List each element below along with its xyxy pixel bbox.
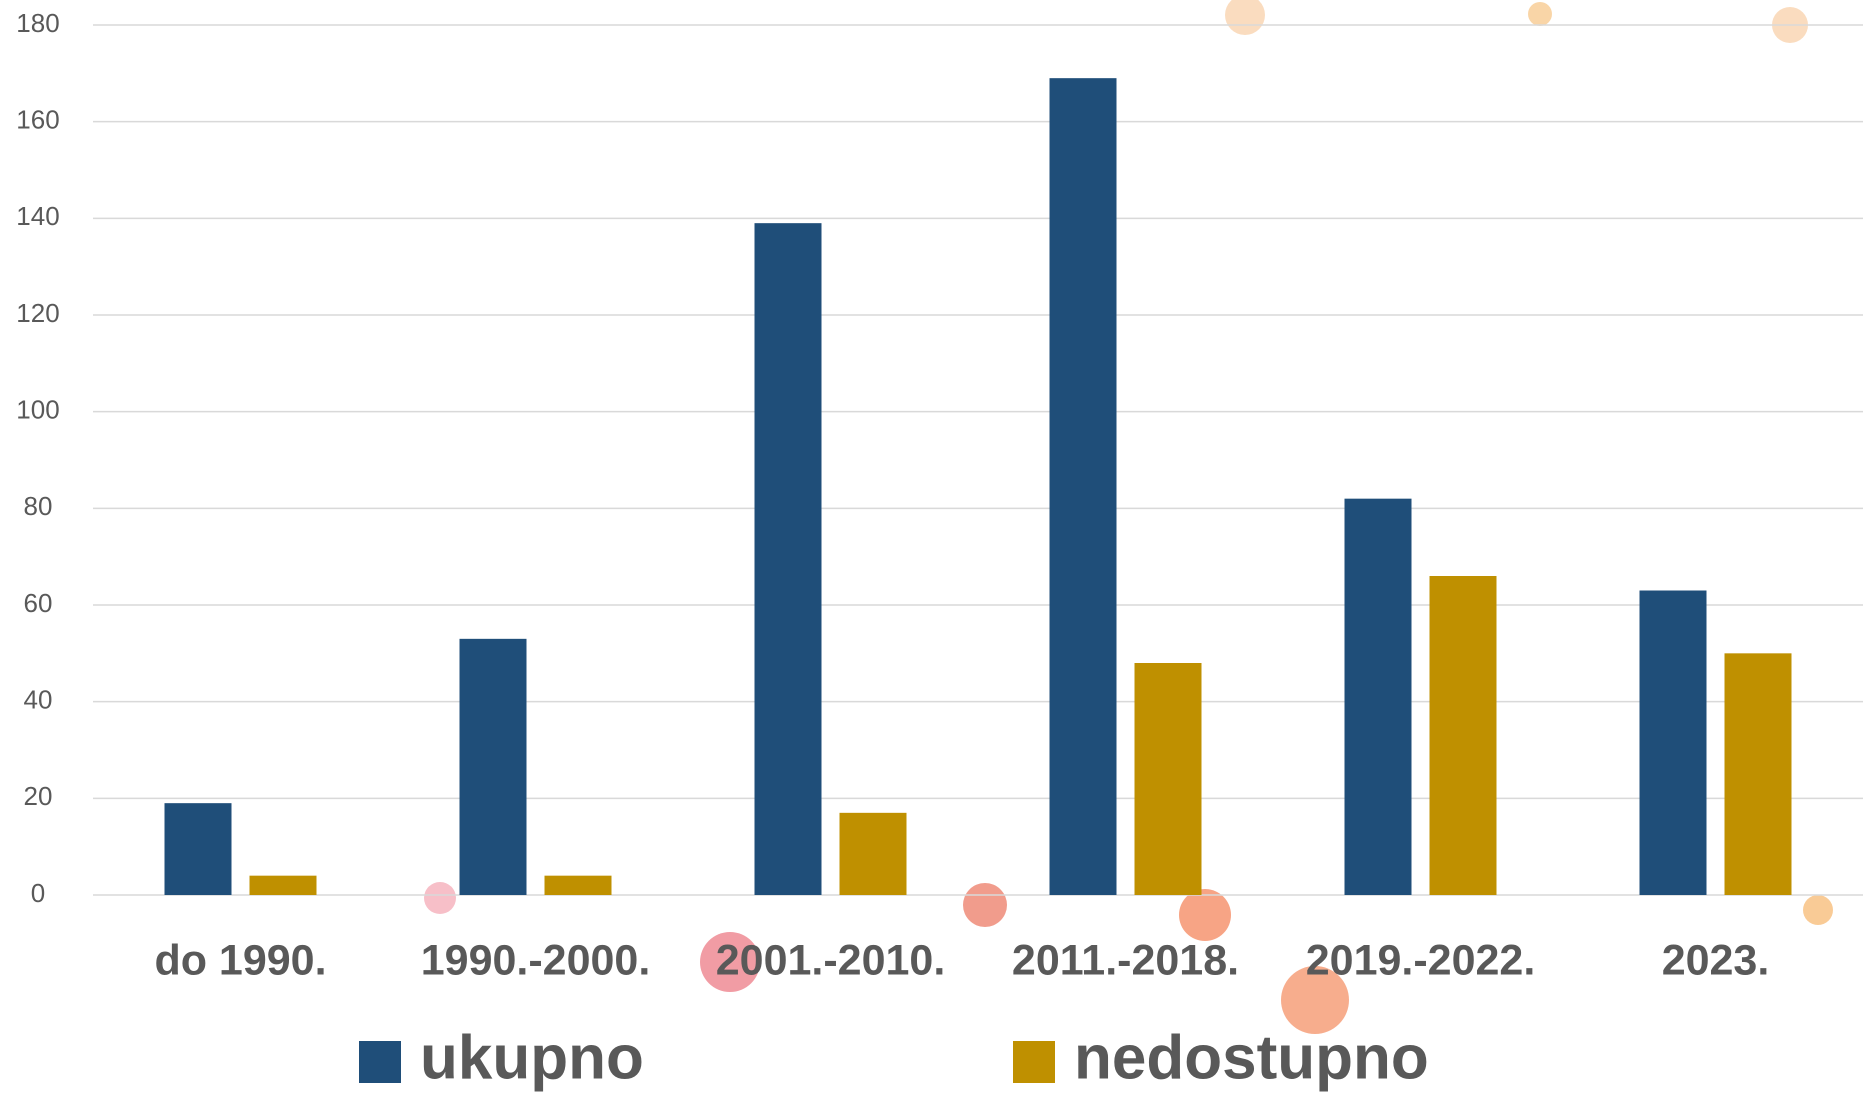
y-tick-label: 140	[16, 201, 59, 231]
legend-label: nedostupno	[1074, 1023, 1429, 1092]
legend-swatch	[1013, 1041, 1055, 1083]
x-tick-label: do 1990.	[154, 936, 326, 984]
bar	[544, 875, 612, 895]
y-tick-label: 180	[16, 8, 59, 38]
bar	[1344, 498, 1412, 895]
x-tick-label: 2011.-2018.	[1012, 936, 1239, 984]
bar	[754, 223, 822, 895]
bar	[839, 812, 907, 895]
y-tick-label: 160	[16, 105, 59, 135]
background-decoration	[424, 0, 1833, 1034]
y-tick-label: 120	[16, 298, 59, 328]
bar	[249, 875, 317, 895]
x-tick-label: 2001.-2010.	[716, 936, 946, 984]
bar	[459, 638, 527, 895]
y-tick-label: 40	[24, 685, 53, 715]
legend-swatch	[359, 1041, 401, 1083]
bar	[1724, 653, 1792, 895]
bar	[1429, 576, 1497, 895]
bar	[1639, 590, 1707, 895]
x-tick-label: 2023.	[1662, 936, 1770, 984]
x-tick-label: 1990.-2000.	[421, 936, 651, 984]
y-tick-label: 0	[31, 878, 45, 908]
y-tick-label: 60	[24, 588, 53, 618]
y-tick-label: 80	[24, 491, 53, 521]
legend-label: ukupno	[420, 1023, 644, 1092]
bar	[1134, 663, 1202, 895]
y-tick-label: 100	[16, 395, 59, 425]
bar	[164, 803, 232, 895]
x-tick-label: 2019.-2022.	[1306, 936, 1536, 984]
bar	[1049, 78, 1117, 895]
y-tick-label: 20	[24, 781, 53, 811]
